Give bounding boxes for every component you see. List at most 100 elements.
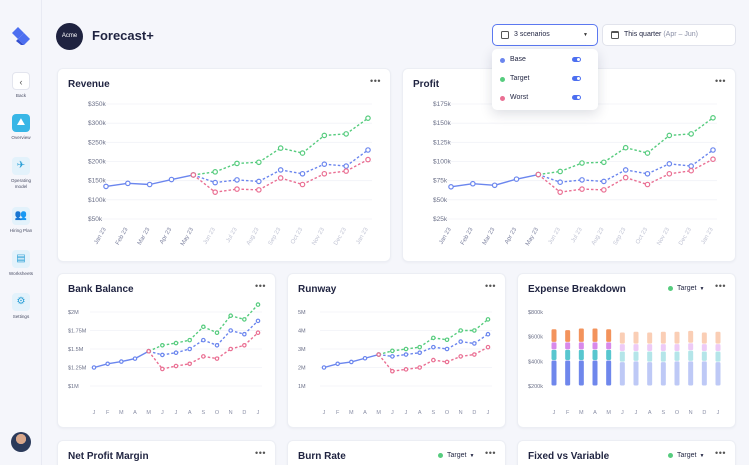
scenario-select[interactable]: 3 scenarios ▼	[492, 24, 598, 46]
sidebar-item-label: Overview	[11, 135, 31, 140]
base-point	[458, 339, 463, 344]
base-point	[91, 365, 97, 370]
worst-segment	[419, 359, 434, 369]
target-toggle[interactable]	[572, 76, 581, 81]
base-point	[277, 167, 284, 173]
chevron-down-icon: ▼	[699, 453, 705, 459]
more-menu-button[interactable]: •••	[715, 281, 726, 291]
scenario-option-base[interactable]: Base	[492, 51, 598, 69]
worst-segment	[192, 174, 216, 193]
worst-point	[365, 156, 371, 163]
bar-segment	[619, 362, 625, 386]
card-title: Profit	[413, 79, 440, 90]
worst-point	[644, 181, 651, 188]
base-segment	[472, 183, 495, 186]
more-menu-button[interactable]: •••	[715, 76, 726, 86]
base-segment	[280, 169, 303, 175]
target-segment	[473, 318, 489, 332]
base-point	[335, 361, 340, 367]
target-point	[688, 131, 694, 137]
base-segment	[625, 169, 648, 175]
base-toggle[interactable]	[572, 57, 581, 62]
worst-dot	[500, 96, 505, 101]
target-point	[417, 344, 422, 350]
worst-segment	[175, 363, 190, 367]
scenario-filter-select[interactable]: Target ▼	[438, 452, 474, 459]
bar-segment	[715, 344, 721, 351]
sidebar-item-hiring-plan[interactable]: 👥 Hiring Plan	[0, 207, 42, 233]
bar-segment	[660, 331, 666, 344]
target-point	[485, 317, 491, 322]
worst-point	[472, 352, 477, 357]
worst-segment	[581, 188, 604, 191]
base-segment	[324, 163, 347, 167]
expense-breakdown-chart: $800k $600k $400k $200k J F M A M J J A S O N D J	[528, 310, 721, 416]
worst-segment	[258, 177, 282, 191]
bar-segment	[688, 330, 694, 343]
more-menu-button[interactable]: •••	[485, 281, 496, 291]
base-segment	[171, 174, 194, 181]
worst-point	[242, 343, 247, 348]
x-tick-label: N	[689, 410, 693, 416]
more-menu-button[interactable]: •••	[370, 76, 381, 86]
x-tick-label: Jul 23	[571, 226, 585, 243]
x-tick-label: A	[133, 410, 137, 416]
target-point	[234, 160, 240, 167]
worst-point	[485, 344, 491, 350]
x-tick-label: M	[146, 410, 151, 416]
y-tick-label: $350k	[88, 101, 106, 108]
sidebar-item-operating-model[interactable]: ✈ Operating model	[0, 157, 42, 190]
bar-segment	[578, 342, 584, 350]
worst-toggle[interactable]	[572, 95, 581, 100]
card-title: Net Profit Margin	[68, 451, 149, 462]
worst-segment	[203, 355, 218, 360]
bank-balance-chart: $2M $1.75M $1.5M $1.25M $1M J F M A M J J A S O N D J	[68, 302, 262, 416]
target-point	[644, 150, 651, 156]
x-tick-label: Mar 23	[137, 226, 152, 246]
base-segment	[538, 173, 561, 183]
target-point	[173, 340, 179, 346]
bar-segment	[551, 360, 557, 386]
more-menu-button[interactable]: •••	[255, 281, 266, 291]
sidebar-item-worksheets[interactable]: ▤ Worksheets	[0, 250, 42, 276]
y-tick-label: $2M	[68, 310, 79, 316]
base-point	[390, 354, 395, 359]
period-select[interactable]: This quarter (Apr – Jun)	[602, 24, 736, 46]
base-point	[666, 161, 673, 167]
target-point	[277, 145, 284, 151]
x-tick-label: D	[472, 410, 476, 416]
base-segment	[351, 357, 366, 363]
more-menu-button[interactable]: •••	[715, 448, 726, 458]
sidebar-item-settings[interactable]: ⚙ Settings	[0, 293, 42, 319]
avatar[interactable]	[11, 432, 31, 452]
target-segment	[280, 147, 303, 154]
base-segment	[193, 174, 216, 184]
x-tick-label: M	[349, 410, 354, 416]
x-tick-label: Jan 23	[701, 226, 716, 245]
scenario-option-worst[interactable]: Worst	[492, 89, 598, 107]
base-segment	[175, 348, 190, 354]
scenario-option-target[interactable]: Target	[492, 70, 598, 88]
sidebar-item-back[interactable]: ‹ Back	[0, 72, 42, 98]
base-point	[448, 184, 454, 190]
scenario-filter-label: Target	[677, 452, 697, 459]
base-point	[321, 161, 328, 167]
base-segment	[323, 363, 338, 369]
base-segment	[230, 329, 245, 335]
logo-icon[interactable]	[9, 24, 33, 48]
more-menu-button[interactable]: •••	[485, 448, 496, 458]
y-tick-label: $200k	[528, 384, 543, 390]
more-menu-button[interactable]: •••	[255, 448, 266, 458]
base-segment	[473, 333, 489, 345]
sidebar-item-overview[interactable]: ⛰ Overview	[0, 114, 42, 140]
scenario-filter-select[interactable]: Target ▼	[668, 452, 704, 459]
x-tick-label: Nov 23	[656, 226, 671, 246]
x-tick-label: S	[661, 410, 665, 416]
target-segment	[236, 161, 259, 165]
worst-segment	[236, 188, 259, 191]
scenario-filter-select[interactable]: Target ▼	[668, 285, 704, 292]
x-tick-label: Jun 23	[203, 226, 218, 245]
target-point	[557, 168, 563, 175]
x-tick-label: M	[606, 410, 611, 416]
